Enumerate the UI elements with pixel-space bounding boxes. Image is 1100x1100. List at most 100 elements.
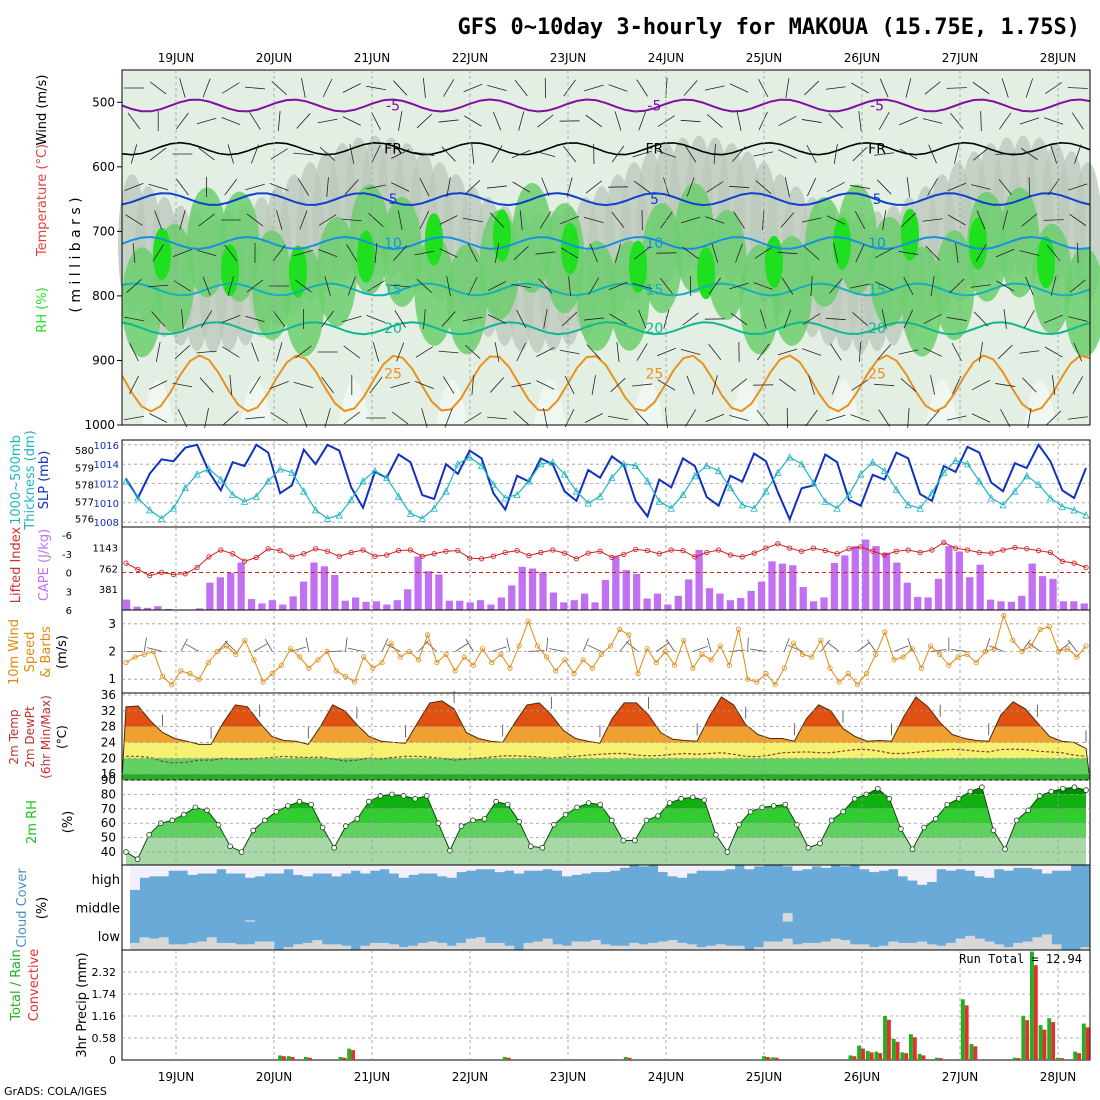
wind-barb <box>758 111 768 131</box>
wind-barb <box>564 408 575 428</box>
top-date-label: 28JUN <box>1040 51 1077 65</box>
slp-tick-label: 1016 <box>94 441 119 452</box>
cape-bar <box>820 597 828 610</box>
cloud-high-bar <box>264 865 275 874</box>
wind-barb <box>129 375 139 395</box>
thickness-point <box>774 468 782 476</box>
wind-barb <box>1019 117 1040 125</box>
lifted-point <box>798 548 805 554</box>
dry-boundary-layer <box>240 379 272 425</box>
wind-barb <box>221 315 241 323</box>
cape-bar <box>695 549 703 610</box>
rh-green-area <box>934 230 975 341</box>
thickness-point <box>252 492 261 500</box>
rain-total-bar <box>934 1057 939 1060</box>
temperature-contour <box>121 192 1091 207</box>
wind-barb <box>301 78 306 98</box>
cloud-high-bar <box>389 865 400 874</box>
thickness-point <box>631 461 640 469</box>
lifted-tick-label: -6 <box>62 531 72 542</box>
cape-bar <box>404 589 412 610</box>
rh-point <box>713 831 719 838</box>
lifted-point <box>609 554 615 561</box>
wind-speed-point <box>351 679 358 685</box>
wind-barb <box>251 342 259 362</box>
wind-barb <box>949 278 965 294</box>
lifted-point <box>846 546 852 552</box>
cloud-high-bar <box>1061 865 1072 871</box>
cloud-high-bar <box>754 865 764 867</box>
lifted-point <box>502 549 508 556</box>
thickness-point <box>525 477 533 485</box>
wind-barb <box>563 145 577 163</box>
wind-barb <box>196 249 217 257</box>
lifted-point <box>573 556 579 562</box>
cloud-low-bar <box>1080 947 1091 950</box>
wind-barb <box>616 342 620 362</box>
wind-barb <box>560 215 580 225</box>
wind-barb <box>317 118 338 124</box>
wind-barb <box>321 376 334 394</box>
temp-panel-label: (°C) <box>55 725 69 749</box>
lifted-point <box>360 547 366 553</box>
wind-speed-point <box>324 648 330 655</box>
wind-barb <box>366 184 386 190</box>
dry-boundary-layer <box>1024 379 1056 425</box>
cloud-low-bar <box>293 944 304 950</box>
cloud-high-bar <box>504 865 515 871</box>
cloud-high-bar <box>235 865 246 874</box>
wind-barb <box>801 217 822 223</box>
rh-point <box>1013 817 1020 824</box>
wind-barb <box>634 246 651 260</box>
thickness-point <box>786 453 794 461</box>
cloud-high-bar <box>523 865 534 871</box>
rh-bright-area <box>289 245 307 298</box>
wind-barb <box>421 408 428 428</box>
lifted-point <box>763 545 769 551</box>
lifted-point <box>395 548 402 554</box>
cloud-low-bar <box>840 940 851 950</box>
wind-barb <box>900 212 916 228</box>
wind-barb <box>366 85 386 91</box>
wind-barb <box>1019 250 1040 256</box>
lifted-point <box>265 546 271 552</box>
wind-barb <box>419 177 430 197</box>
wind-speed-point <box>251 657 257 663</box>
wind-barb <box>152 244 164 262</box>
wind-barb <box>441 146 456 162</box>
thickness-point <box>667 504 675 512</box>
cape-bar <box>685 579 693 610</box>
thickness-point <box>477 461 486 469</box>
rh-tick-label: 50 <box>101 831 116 845</box>
slp-tick-label: 1014 <box>94 460 119 471</box>
cloud-high-bar <box>696 865 707 871</box>
cloud-low-bar <box>677 942 688 950</box>
cape-bar <box>997 601 1005 610</box>
y-tick-label: 800 <box>92 289 115 303</box>
contour-label: 5 <box>650 192 659 208</box>
temp-tick-label: 36 <box>101 688 116 702</box>
rain-convective-bar <box>878 1053 883 1060</box>
lifted-label: Lifted Index <box>9 526 24 603</box>
wind-barb <box>536 347 555 357</box>
lifted-point <box>301 551 307 557</box>
rh-point <box>146 831 152 838</box>
thickness-tick-label: 578 <box>75 480 94 491</box>
cape-bar <box>435 574 443 610</box>
contour-label: FR <box>646 142 664 158</box>
wind-barb <box>1067 639 1078 652</box>
cloud-low-bar <box>667 940 678 950</box>
thickness-line <box>125 456 1087 520</box>
thickness-point <box>1058 502 1066 510</box>
cloud-high-bar <box>437 865 448 877</box>
wind-speed-point <box>1019 648 1025 655</box>
cloud-low-bar <box>811 942 822 950</box>
wind-barb <box>971 184 991 190</box>
cloud-high-bar <box>245 865 256 878</box>
thickness-point <box>608 473 616 481</box>
wind-barb <box>858 111 862 131</box>
thickness-point <box>359 477 367 485</box>
cloud-high-bar <box>552 865 563 871</box>
lifted-point <box>550 547 556 553</box>
wind-speed-point <box>159 673 166 680</box>
